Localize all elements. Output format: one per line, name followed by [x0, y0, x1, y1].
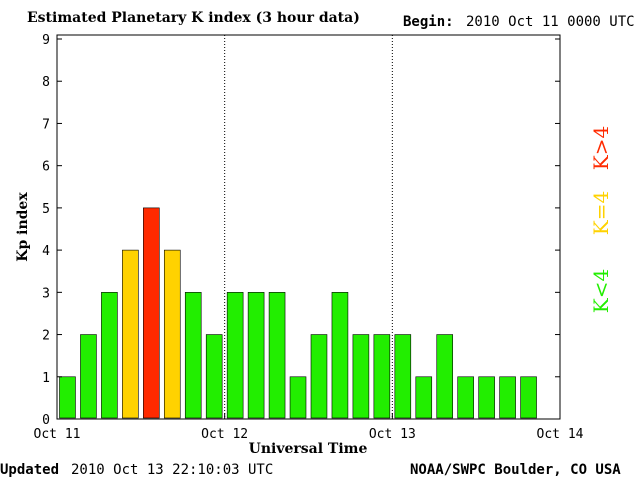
kp-bar — [205, 334, 223, 419]
begin-value: 2010 Oct 11 0000 UTC — [466, 14, 635, 30]
kp-bar — [101, 292, 118, 419]
y-tick-label: 8 — [42, 75, 50, 90]
kp-bar — [373, 334, 391, 419]
y-axis: 0 1 2 3 4 5 6 7 8 9 — [42, 33, 560, 428]
y-tick-label: 7 — [42, 117, 50, 132]
kp-bar — [394, 334, 412, 419]
x-tick-label: Oct 12 — [201, 427, 248, 442]
x-tick-label: Oct 13 — [369, 427, 416, 442]
legend-equal-4: K=4 — [589, 191, 613, 235]
y-tick-label: 5 — [42, 202, 50, 217]
kp-bar — [457, 376, 474, 419]
legend-above-4: K>4 — [589, 126, 613, 170]
kp-bar — [520, 376, 537, 419]
x-axis-label: Universal Time — [249, 441, 368, 457]
kp-bar — [331, 292, 349, 419]
x-tick-label: Oct 14 — [537, 427, 584, 442]
y-tick-label: 1 — [42, 371, 50, 386]
credit: NOAA/SWPC Boulder, CO USA — [410, 462, 621, 478]
kp-bar — [310, 334, 328, 419]
legend-below-4: K<4 — [589, 269, 613, 313]
updated-label: Updated — [0, 462, 59, 478]
grid — [224, 35, 393, 419]
y-tick-label: 6 — [42, 160, 50, 175]
kp-bar — [415, 376, 433, 419]
kp-bar — [247, 292, 265, 419]
kp-bar — [499, 376, 516, 419]
y-tick-label: 9 — [42, 33, 50, 48]
begin-label: Begin: — [403, 14, 454, 30]
updated-value: 2010 Oct 13 22:10:03 UTC — [71, 462, 273, 478]
kp-bar — [143, 207, 160, 419]
x-axis: Oct 11 Oct 12 Oct 13 Oct 14 — [34, 413, 584, 442]
kp-bar — [163, 249, 181, 419]
kp-bar — [436, 334, 454, 419]
kp-bar — [184, 292, 202, 419]
kp-bar — [268, 292, 286, 419]
y-axis-label: Kp index — [15, 192, 31, 262]
x-tick-label: Oct 11 — [34, 427, 81, 442]
y-tick-label: 3 — [42, 286, 50, 301]
chart-title: Estimated Planetary K index (3 hour data… — [27, 10, 360, 26]
y-tick-label: 4 — [42, 244, 50, 259]
y-tick-label: 0 — [42, 413, 50, 428]
kp-bar — [226, 292, 244, 419]
kp-bar — [59, 376, 76, 419]
bars — [59, 207, 537, 419]
kp-bar — [289, 376, 307, 419]
kp-bar — [352, 334, 370, 419]
y-tick-label: 2 — [42, 329, 50, 344]
kp-bar — [122, 249, 139, 419]
plot-frame — [56, 34, 561, 420]
kp-bar — [478, 376, 495, 419]
kp-bar — [80, 334, 97, 419]
